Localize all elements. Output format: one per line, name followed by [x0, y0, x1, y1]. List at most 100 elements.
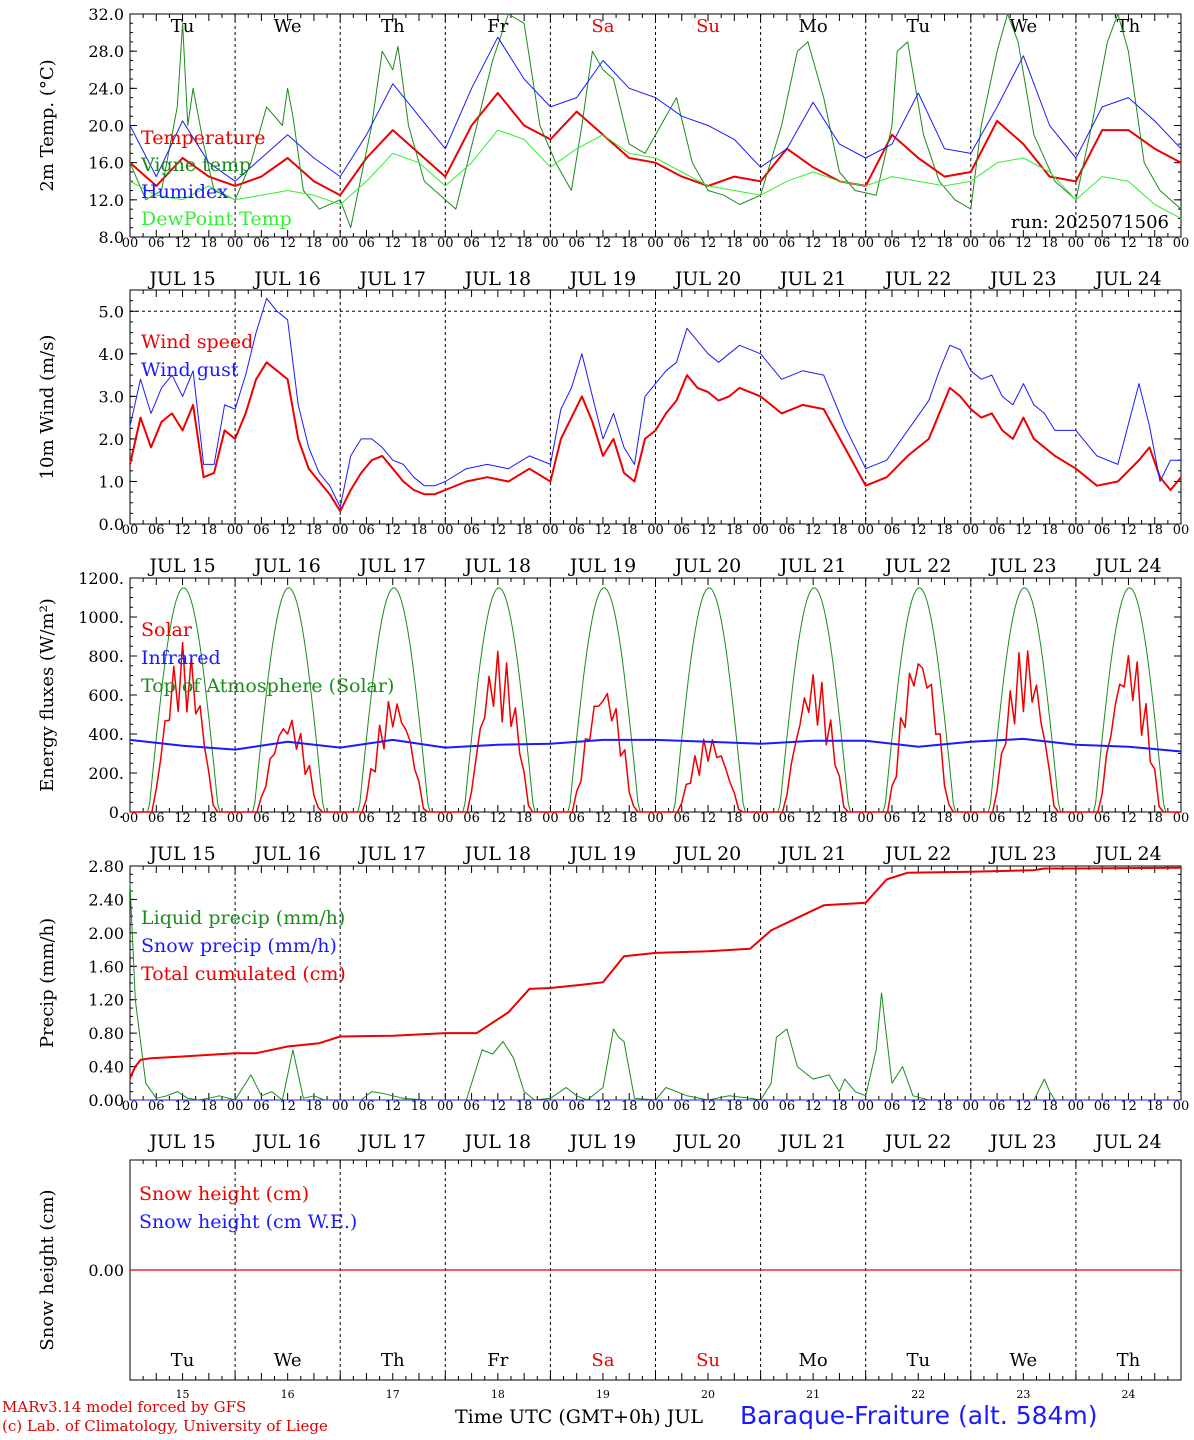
hour-tick-label: 18 [726, 523, 743, 538]
model-credits: MARv3.14 model forced by GFS (c) Lab. of… [2, 1398, 328, 1436]
hour-tick-label: 00 [963, 523, 980, 538]
weekday-label: Mo [799, 16, 828, 37]
hour-tick-label: 12 [910, 1099, 927, 1114]
day-number: 16 [281, 1388, 295, 1401]
hour-tick-label: 00 [122, 236, 139, 251]
day-number: 24 [1121, 1388, 1135, 1401]
hour-tick-label: 00 [752, 811, 769, 826]
hour-tick-label: 12 [490, 523, 507, 538]
series-solar [130, 641, 1181, 813]
hour-tick-label: 12 [174, 811, 191, 826]
hour-tick-label: 06 [148, 811, 165, 826]
hour-tick-label: 18 [831, 811, 848, 826]
hour-tick-label: 18 [1146, 523, 1163, 538]
hour-tick-label: 12 [384, 523, 401, 538]
hour-tick-label: 00 [1068, 523, 1085, 538]
weekday-label-bottom: Th [1117, 1350, 1141, 1371]
legend-entry: Infrared [141, 647, 221, 669]
weekday-label: Fr [487, 16, 508, 37]
panel-0-frame [129, 13, 1182, 238]
y-axis-label: Precip (mm/h) [37, 918, 58, 1048]
hour-tick-label: 00 [542, 523, 559, 538]
hour-tick-label: 18 [621, 523, 638, 538]
hour-tick-label: 00 [227, 523, 244, 538]
hour-tick-label: 18 [726, 236, 743, 251]
hour-tick-label: 00 [857, 236, 874, 251]
y-tick-label: 32.0 [88, 5, 124, 24]
date-label: JUL 16 [252, 268, 320, 290]
series-infrared [129, 737, 1182, 753]
hour-tick-label: 18 [831, 236, 848, 251]
hour-tick-label: 12 [700, 811, 717, 826]
y-tick-label: 8.0 [99, 228, 124, 247]
hour-tick-label: 00 [1068, 236, 1085, 251]
hour-tick-label: 18 [831, 523, 848, 538]
hour-tick-label: 18 [621, 1099, 638, 1114]
date-label: JUL 19 [568, 268, 636, 290]
hour-tick-label: 12 [910, 811, 927, 826]
y-tick-label: 5.0 [99, 302, 124, 321]
date-label: JUL 19 [568, 1131, 636, 1153]
hour-tick-label: 12 [1120, 523, 1137, 538]
date-label: JUL 19 [568, 843, 636, 865]
hour-tick-label: 12 [595, 523, 612, 538]
hour-tick-label: 18 [516, 236, 533, 251]
hour-tick-label: 06 [568, 523, 585, 538]
hour-tick-label: 18 [1041, 523, 1058, 538]
date-label: JUL 20 [673, 1131, 741, 1153]
y-tick-label: 1.0 [99, 472, 124, 491]
hour-tick-label: 12 [1120, 1099, 1137, 1114]
date-label: JUL 21 [778, 555, 846, 577]
y-tick-label: 1.20 [88, 991, 124, 1010]
hour-tick-label: 00 [963, 1099, 980, 1114]
hour-tick-label: 12 [279, 523, 296, 538]
date-label: JUL 17 [358, 555, 426, 577]
y-tick-label: 1.60 [88, 957, 124, 976]
y-tick-label: 12.0 [88, 191, 124, 210]
hour-tick-label: 12 [1120, 811, 1137, 826]
y-tick-label: 1000. [78, 608, 124, 627]
hour-tick-label: 06 [779, 1099, 796, 1114]
hour-tick-label: 00 [122, 811, 139, 826]
hour-tick-label: 06 [253, 1099, 270, 1114]
date-label: JUL 20 [673, 268, 741, 290]
date-label: JUL 24 [1093, 555, 1161, 577]
hour-tick-label: 00 [332, 811, 349, 826]
hour-tick-label: 06 [568, 1099, 585, 1114]
legend-entry: Liquid precip (mm/h) [141, 907, 345, 929]
hour-tick-label: 18 [726, 1099, 743, 1114]
hour-tick-label: 18 [621, 236, 638, 251]
hour-tick-label: 06 [358, 1099, 375, 1114]
series-humidex [129, 36, 1182, 182]
date-label: JUL 22 [883, 555, 951, 577]
hour-tick-label: 18 [1146, 1099, 1163, 1114]
hour-tick-label: 00 [332, 523, 349, 538]
day-number: 17 [386, 1388, 400, 1401]
legend-entry: Total cumulated (cm) [141, 963, 346, 985]
hour-tick-label: 00 [647, 523, 664, 538]
hour-tick-label: 18 [831, 1099, 848, 1114]
hour-tick-label: 12 [595, 811, 612, 826]
hour-tick-label: 12 [700, 523, 717, 538]
y-axis-label: 2m Temp. (°C) [37, 59, 58, 191]
hour-tick-label: 06 [253, 236, 270, 251]
hour-tick-label: 18 [201, 236, 218, 251]
hour-tick-label: 12 [805, 811, 822, 826]
hour-tick-label: 18 [1146, 811, 1163, 826]
hour-tick-label: 12 [384, 811, 401, 826]
hour-tick-label: 18 [411, 523, 428, 538]
hour-tick-label: 00 [857, 811, 874, 826]
date-label: JUL 24 [1093, 843, 1161, 865]
legend-entry: Temperature [141, 127, 265, 149]
hour-tick-label: 00 [1068, 811, 1085, 826]
hour-tick-label: 06 [148, 523, 165, 538]
hour-tick-label: 12 [910, 236, 927, 251]
hour-tick-label: 00 [437, 523, 454, 538]
hour-tick-label: 06 [253, 811, 270, 826]
hour-tick-label: 18 [936, 236, 953, 251]
hour-tick-label: 18 [621, 811, 638, 826]
y-tick-label: 800. [88, 647, 124, 666]
legend-entry: Snow precip (mm/h) [141, 935, 337, 957]
y-tick-label: 600. [88, 686, 124, 705]
